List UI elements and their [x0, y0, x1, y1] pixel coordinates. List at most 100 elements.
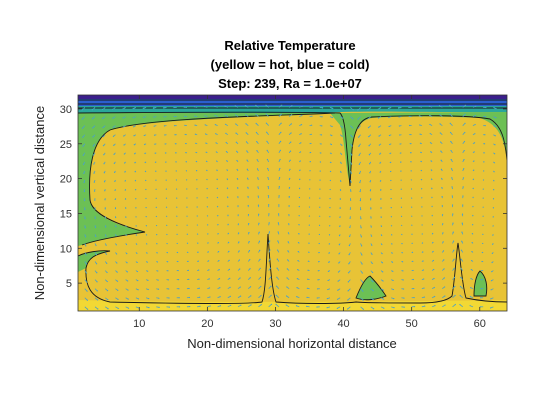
velocity-vector-head [165, 197, 168, 199]
velocity-vector-head [93, 163, 95, 165]
velocity-vector-head [135, 198, 137, 200]
velocity-vector-head [260, 294, 262, 297]
velocity-vector-head [247, 213, 250, 216]
velocity-vector-head [299, 151, 302, 153]
velocity-vector-head [136, 270, 139, 273]
velocity-vector-head [444, 295, 446, 297]
velocity-vector-head [331, 134, 333, 137]
velocity-vector-head [132, 108, 134, 110]
velocity-vector-head [259, 276, 262, 279]
velocity-vector-head [464, 131, 466, 134]
velocity-vector-head [134, 189, 137, 191]
velocity-vector-head [167, 270, 169, 272]
velocity-vector-head [347, 281, 349, 283]
contour-lines [78, 99, 507, 304]
velocity-vector-head [266, 140, 268, 142]
velocity-vector-head [439, 141, 442, 143]
velocity-vector-head [368, 145, 370, 147]
velocity-vector-head [449, 104, 451, 106]
velocity-vector-head [340, 162, 342, 164]
velocity-vector-head [112, 108, 114, 110]
velocity-vector-head [462, 177, 465, 179]
velocity-vector-head [377, 108, 379, 110]
velocity-vector-head [186, 242, 189, 244]
velocity-vector-head [143, 134, 145, 137]
velocity-vector-head [360, 227, 362, 229]
velocity-vector-head [471, 232, 474, 235]
velocity-vector-head [165, 188, 167, 190]
x-tick-label: 50 [406, 318, 418, 330]
velocity-vector-head [246, 150, 248, 152]
velocity-vector-head [196, 197, 198, 199]
velocity-vector-head [403, 306, 405, 308]
velocity-vector-head [105, 253, 108, 255]
velocity-vector-head [389, 143, 391, 146]
velocity-vector-head [135, 207, 137, 209]
velocity-vector-head [423, 296, 426, 298]
velocity-vector-head [176, 233, 178, 235]
velocity-vector-head [266, 131, 268, 133]
velocity-vector-head [492, 207, 494, 209]
velocity-vector-head [421, 242, 424, 244]
velocity-vector-head [369, 163, 371, 165]
velocity-vector-head [408, 115, 410, 118]
velocity-vector-head [287, 232, 290, 234]
velocity-vector-head [349, 208, 351, 210]
velocity-vector-head [372, 280, 374, 283]
velocity-vector-head [318, 224, 321, 226]
velocity-vector-head [495, 117, 497, 119]
y-tick-label: 5 [66, 278, 72, 290]
velocity-vector-head [409, 124, 411, 127]
velocity-vector-head [349, 217, 351, 219]
velocity-vector-head [403, 297, 405, 299]
velocity-vector-head [421, 206, 423, 208]
velocity-vector-head [319, 215, 321, 217]
velocity-vector-head [483, 161, 485, 163]
velocity-vector [449, 104, 453, 108]
velocity-vector-head [205, 160, 208, 162]
velocity-vector-head [194, 133, 197, 135]
velocity-vector-head [493, 171, 495, 173]
velocity-vector-head [326, 298, 329, 300]
velocity-vector-head [421, 197, 423, 199]
velocity-vector-head [225, 132, 227, 135]
velocity-vector-head [481, 269, 483, 272]
velocity-vector-head [185, 170, 188, 172]
velocity-vector-head [244, 105, 247, 107]
velocity-vector-head [309, 197, 311, 199]
velocity-vector-head [297, 242, 300, 244]
velocity-vector-head [347, 299, 349, 301]
velocity-vector-head [246, 177, 249, 179]
velocity-vector-head [463, 159, 465, 161]
velocity-vector-head [123, 135, 125, 137]
velocity-vector-head [83, 190, 85, 193]
velocity-vector-head [440, 168, 443, 170]
velocity-vector-head [469, 305, 471, 307]
velocity-vector-head [411, 215, 413, 217]
velocity-vector-head [470, 286, 472, 289]
velocity-vector-head [320, 152, 322, 154]
velocity-vector-head [115, 226, 117, 228]
velocity-vector-head [218, 260, 220, 262]
velocity-vector-head [485, 106, 487, 109]
velocity-vector-head [135, 234, 138, 236]
velocity-vector-head [125, 243, 128, 246]
velocity-vector-head [350, 181, 352, 183]
velocity-vector-head [428, 114, 431, 116]
velocity-vector-head [399, 152, 401, 154]
velocity-vector-head [106, 290, 109, 292]
velocity-vector-head [371, 244, 373, 246]
velocity-vector-head [105, 235, 107, 237]
velocity-vector-head [301, 114, 303, 117]
velocity-vector-head [421, 215, 423, 217]
velocity-vector-head [318, 252, 320, 254]
title-line-2: (yellow = hot, blue = cold) [211, 57, 370, 72]
velocity-vector-head [115, 216, 117, 219]
chart-title: Relative Temperature (yellow = hot, blue… [211, 38, 370, 91]
velocity-vector-head [228, 268, 231, 270]
velocity-vector-head [215, 142, 217, 144]
velocity-vector-head [280, 140, 282, 142]
velocity-vector-head [91, 109, 93, 111]
velocity-vector-head [265, 104, 267, 106]
